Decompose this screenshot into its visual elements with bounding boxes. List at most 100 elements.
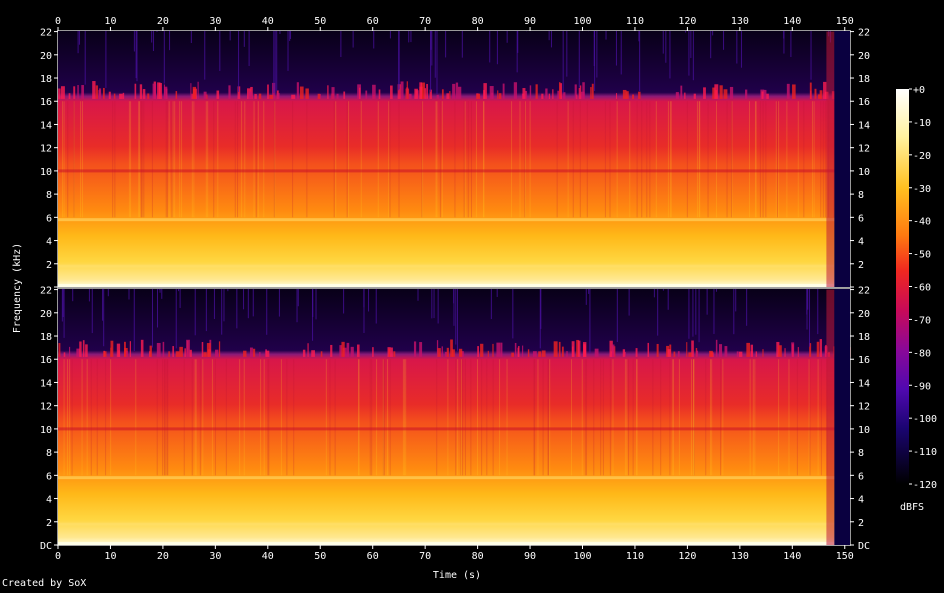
energy-spike bbox=[69, 346, 71, 357]
noise-streak bbox=[667, 289, 669, 310]
texture-stripe bbox=[114, 101, 116, 218]
y-tick-label: 8 bbox=[858, 190, 864, 201]
noise-streak bbox=[665, 31, 667, 63]
texture-stripe bbox=[641, 101, 643, 218]
texture-stripe bbox=[524, 101, 526, 218]
texture-stripe bbox=[467, 101, 469, 218]
energy-spike bbox=[541, 93, 544, 99]
noise-streak bbox=[593, 31, 595, 67]
frequency-band bbox=[58, 476, 850, 480]
y-tick-label: 2 bbox=[858, 260, 864, 271]
energy-spike bbox=[583, 342, 587, 357]
energy-spike bbox=[724, 346, 728, 357]
energy-spike bbox=[578, 87, 580, 99]
noise-streak bbox=[620, 31, 622, 75]
x-tick-label: 110 bbox=[626, 16, 644, 27]
texture-stripe bbox=[243, 359, 245, 476]
energy-spike bbox=[317, 93, 321, 99]
y-tick-label: 8 bbox=[858, 448, 864, 459]
texture-stripe bbox=[460, 359, 462, 476]
energy-spike bbox=[388, 349, 391, 357]
energy-spike bbox=[712, 87, 716, 99]
noise-streak bbox=[135, 31, 137, 79]
spectrogram-base bbox=[58, 31, 850, 287]
x-tick-label: 60 bbox=[367, 16, 379, 27]
texture-stripe bbox=[524, 101, 526, 218]
noise-streak bbox=[417, 289, 419, 301]
colorbar-label: dBFS bbox=[900, 502, 924, 513]
noise-streak bbox=[236, 289, 238, 329]
energy-spike bbox=[786, 83, 790, 99]
texture-stripe bbox=[174, 101, 176, 218]
texture-stripe bbox=[263, 359, 265, 476]
noise-streak bbox=[296, 289, 298, 323]
noise-streak bbox=[158, 289, 160, 290]
texture-stripe bbox=[778, 359, 780, 476]
energy-spike bbox=[110, 347, 112, 357]
noise-streak bbox=[169, 31, 171, 51]
noise-streak bbox=[434, 31, 436, 78]
energy-spike bbox=[514, 342, 517, 357]
energy-spike bbox=[216, 90, 220, 99]
x-tick-label: 60 bbox=[367, 551, 379, 562]
noise-streak bbox=[398, 31, 400, 91]
y-tick-label: 10 bbox=[40, 167, 52, 178]
energy-spike bbox=[489, 86, 494, 99]
energy-spike bbox=[191, 93, 193, 99]
energy-spike bbox=[635, 348, 638, 357]
energy-spike bbox=[172, 346, 174, 357]
y-tick-label: 20 bbox=[40, 51, 52, 62]
energy-spike bbox=[810, 90, 812, 99]
energy-spike bbox=[441, 346, 443, 357]
energy-spike bbox=[319, 94, 321, 99]
energy-spike bbox=[762, 349, 764, 357]
texture-stripe bbox=[822, 101, 824, 218]
energy-spike bbox=[243, 350, 247, 357]
energy-spike bbox=[691, 340, 694, 357]
energy-spike bbox=[541, 350, 546, 357]
texture-stripe bbox=[731, 101, 733, 218]
texture-stripe bbox=[292, 101, 294, 218]
texture-stripe bbox=[820, 101, 822, 218]
energy-spike bbox=[331, 87, 335, 99]
energy-spike bbox=[189, 349, 192, 357]
texture-stripe bbox=[166, 359, 168, 476]
y-tick-label: 12 bbox=[858, 144, 870, 155]
texture-stripe bbox=[660, 359, 662, 476]
energy-spike bbox=[538, 351, 542, 357]
x-tick-label: 90 bbox=[524, 551, 536, 562]
energy-spike bbox=[82, 340, 85, 357]
x-tick-label: 130 bbox=[731, 551, 749, 562]
noise-streak bbox=[159, 289, 161, 293]
frequency-band bbox=[58, 427, 850, 431]
energy-spike bbox=[158, 83, 162, 99]
texture-stripe bbox=[624, 359, 626, 476]
noise-streak bbox=[223, 289, 225, 322]
energy-spike bbox=[797, 347, 799, 357]
noise-streak bbox=[490, 289, 492, 320]
texture-stripe bbox=[69, 359, 71, 476]
noise-streak bbox=[433, 289, 435, 319]
texture-stripe bbox=[377, 101, 379, 218]
noise-streak bbox=[506, 31, 508, 43]
noise-streak bbox=[548, 31, 550, 41]
texture-stripe bbox=[722, 359, 724, 476]
energy-spike bbox=[419, 342, 423, 357]
colorbar-gradient bbox=[896, 89, 909, 484]
energy-spike bbox=[776, 341, 780, 357]
energy-spike bbox=[557, 90, 560, 99]
noise-streak bbox=[312, 289, 314, 341]
texture-stripe bbox=[548, 359, 550, 476]
x-tick-label: 30 bbox=[209, 551, 221, 562]
y-tick-label: 14 bbox=[40, 378, 52, 389]
texture-stripe bbox=[824, 101, 826, 218]
texture-stripe bbox=[260, 359, 262, 476]
energy-spike bbox=[718, 344, 723, 357]
noise-streak bbox=[151, 31, 153, 43]
energy-spike bbox=[452, 83, 456, 99]
energy-spike bbox=[750, 344, 754, 357]
texture-stripe bbox=[389, 359, 391, 476]
texture-stripe bbox=[581, 359, 583, 476]
energy-spike bbox=[237, 86, 241, 99]
